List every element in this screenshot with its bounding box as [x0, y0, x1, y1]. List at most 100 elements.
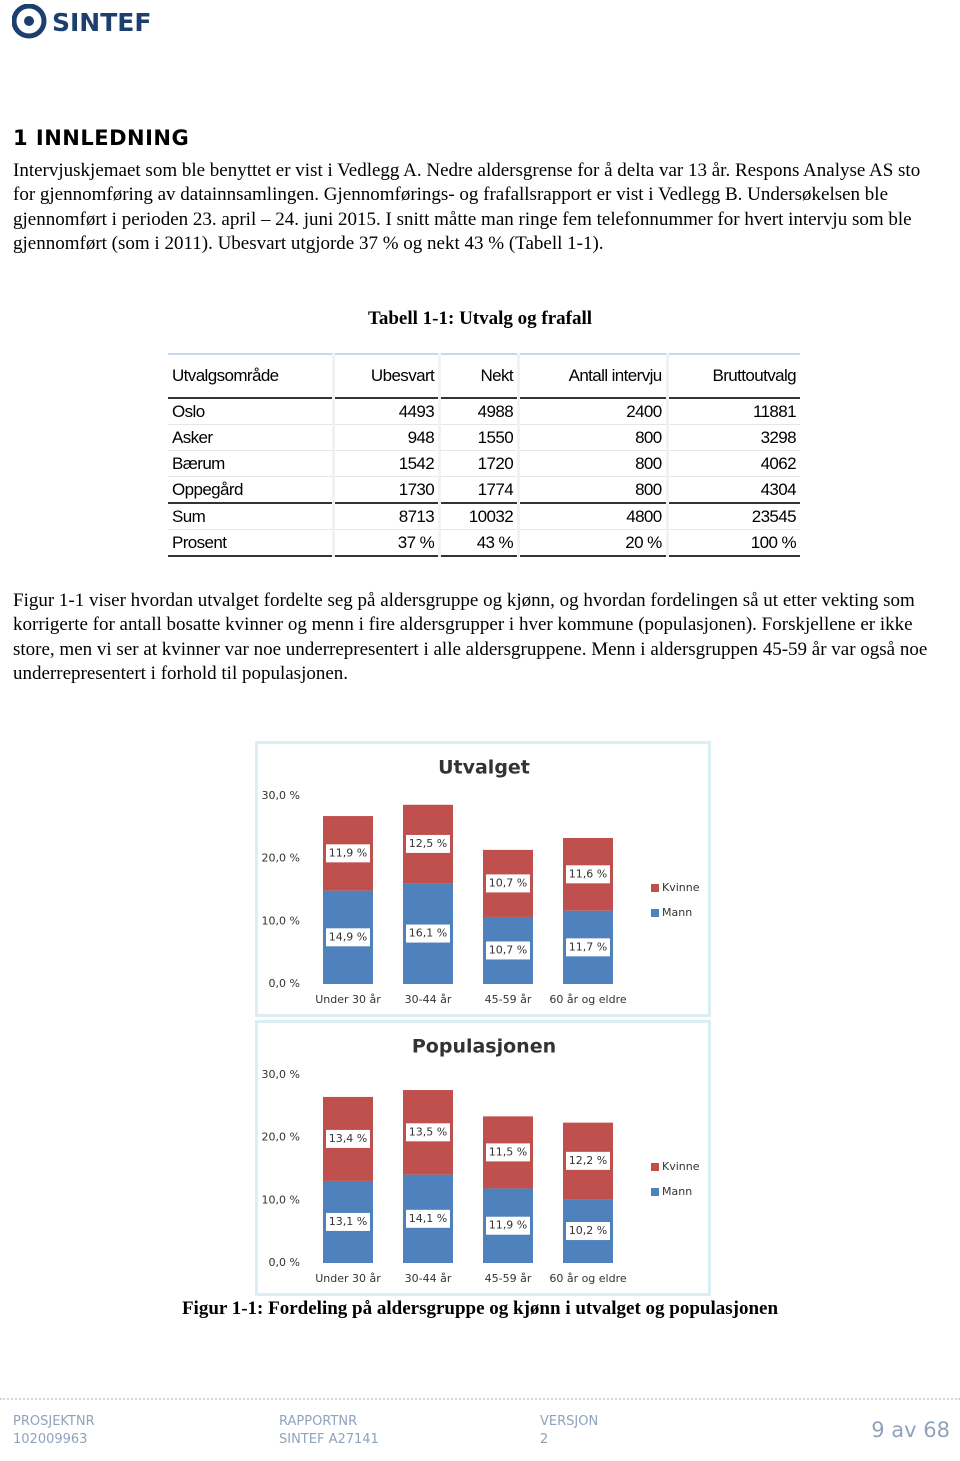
x-tick-label: 45-59 år — [485, 1272, 532, 1285]
value-label-box — [406, 1123, 450, 1142]
table-cell: 4062 — [665, 450, 800, 477]
logo-ring — [12, 4, 47, 39]
table-header: Utvalgsområde Ubesvart Nekt Antall intervju… — [168, 353, 800, 399]
logo-dot — [24, 16, 34, 26]
value-label-box — [486, 874, 530, 893]
chart: Populasjonen 0,0 % 10,0 % 20,0 % 30,0 % Under… — [255, 1020, 711, 1296]
table-cell: 8713 — [332, 502, 440, 530]
legend-swatch — [651, 909, 659, 917]
table-caption: Tabell 1-1: Utvalg og frafall — [367, 308, 593, 329]
value-label-box — [406, 924, 450, 943]
table-cell: Sum — [168, 502, 334, 530]
x-tick-label: 60 år og eldre — [549, 1272, 627, 1285]
table-cell: 43 % — [438, 529, 519, 557]
y-tick-label: 20,0 % — [262, 852, 300, 865]
footer-label: VERSJON — [540, 1414, 599, 1429]
y-tick-label: 0,0 % — [269, 977, 300, 990]
value-label: 10,2 % — [569, 1224, 607, 1237]
value-label-box — [486, 1216, 530, 1235]
value-label: 11,6 % — [569, 867, 607, 880]
table-row: Oslo 4493 4988 2400 11881 — [168, 398, 800, 425]
column-header: Utvalgsområde — [168, 353, 334, 399]
table-cell: 4493 — [332, 398, 440, 425]
table-body: Oslo 4493 4988 2400 11881 Asker 948 1550 800 3298… — [168, 398, 800, 557]
table-cell: Oslo — [168, 398, 334, 425]
value-label: 12,5 % — [409, 837, 447, 850]
table-row: Bærum 1542 1720 800 4062 — [168, 450, 800, 477]
paragraph: Figur 1-1 viser hvordan utvalget fordelt… — [13, 590, 928, 685]
table-cell: 800 — [517, 424, 668, 451]
y-tick-label: 30,0 % — [262, 789, 300, 802]
value-label: 10,7 % — [489, 876, 527, 889]
y-tick-label: 0,0 % — [269, 1256, 300, 1269]
table-cell: 4988 — [438, 398, 519, 425]
value-label: 10,7 % — [489, 943, 527, 956]
value-label: 14,1 % — [409, 1212, 447, 1225]
column-header: Bruttoutvalg — [665, 353, 800, 399]
table-cell: 37 % — [332, 529, 440, 557]
x-tick-label: 60 år og eldre — [549, 993, 627, 1006]
table-row: Sum 8713 10032 4800 23545 — [168, 502, 800, 530]
figure-caption: Figur 1-1: Fordeling på aldersgruppe og … — [181, 1298, 779, 1319]
value-label-box — [486, 1143, 530, 1162]
x-tick-label: 30-44 år — [405, 1272, 452, 1285]
column-header: Antall intervju — [517, 353, 668, 399]
value-label: 16,1 % — [409, 927, 447, 940]
table-cell: 1542 — [332, 450, 440, 477]
table-cell: 20 % — [517, 529, 668, 557]
page-number: 9 av 68 — [871, 1418, 950, 1442]
footer-rule — [0, 1398, 960, 1400]
table: Utvalgsområde Ubesvart Nekt Antall intervju… — [168, 353, 800, 557]
legend-swatch — [651, 884, 659, 892]
logo: SINTEF — [12, 4, 151, 39]
chart-title: Utvalget — [438, 757, 530, 779]
value-label-box — [566, 1151, 610, 1170]
value-label-box — [326, 1129, 370, 1148]
value-label-box — [406, 834, 450, 853]
table-cell: Oppegård — [168, 476, 334, 504]
table-cell: 2400 — [517, 398, 668, 425]
table-cell: 800 — [517, 476, 668, 504]
value-label: 14,9 % — [329, 930, 367, 943]
table-row: Oppegård 1730 1774 800 4304 — [168, 476, 800, 504]
table-cell: 3298 — [665, 424, 800, 451]
x-tick-label: 30-44 år — [405, 993, 452, 1006]
value-label-box — [566, 938, 610, 957]
legend-label: Kvinne — [662, 881, 700, 894]
table-row: Asker 948 1550 800 3298 — [168, 424, 800, 451]
value-label: 12,2 % — [569, 1154, 607, 1167]
value-label: 13,5 % — [409, 1125, 447, 1138]
table-cell: 4800 — [517, 502, 668, 530]
y-tick-label: 20,0 % — [262, 1131, 300, 1144]
table-cell: 23545 — [665, 502, 800, 530]
footer-value: 102009963 — [13, 1432, 88, 1447]
table-cell: 800 — [517, 450, 668, 477]
value-label-box — [326, 928, 370, 947]
value-label: 11,7 % — [569, 940, 607, 953]
x-tick-label: Under 30 år — [315, 1272, 381, 1285]
value-label: 11,9 % — [329, 846, 367, 859]
value-label: 13,1 % — [329, 1215, 367, 1228]
legend-swatch — [651, 1163, 659, 1171]
footer-label: RAPPORTNR — [279, 1414, 358, 1429]
value-label-box — [326, 1212, 370, 1231]
table-cell: Asker — [168, 424, 334, 451]
legend-label: Kvinne — [662, 1160, 700, 1173]
table-cell: 1720 — [438, 450, 519, 477]
table-cell: 10032 — [438, 502, 519, 530]
column-header: Ubesvart — [332, 353, 440, 399]
table-cell: 948 — [332, 424, 440, 451]
x-tick-label: Under 30 år — [315, 993, 381, 1006]
value-label: 11,5 % — [489, 1145, 527, 1158]
table-cell: 4304 — [665, 476, 800, 504]
value-label-box — [406, 1209, 450, 1228]
value-label: 13,4 % — [329, 1132, 367, 1145]
table-cell: 1550 — [438, 424, 519, 451]
table-cell: 1774 — [438, 476, 519, 504]
chart: Utvalget 0,0 % 10,0 % 20,0 % 30,0 % Under 30 … — [255, 741, 711, 1017]
table-cell: 11881 — [665, 398, 800, 425]
value-label: 11,9 % — [489, 1219, 527, 1232]
paragraph: Intervjuskjemaet som ble benyttet er vis… — [13, 160, 921, 255]
value-label-box — [566, 1222, 610, 1241]
